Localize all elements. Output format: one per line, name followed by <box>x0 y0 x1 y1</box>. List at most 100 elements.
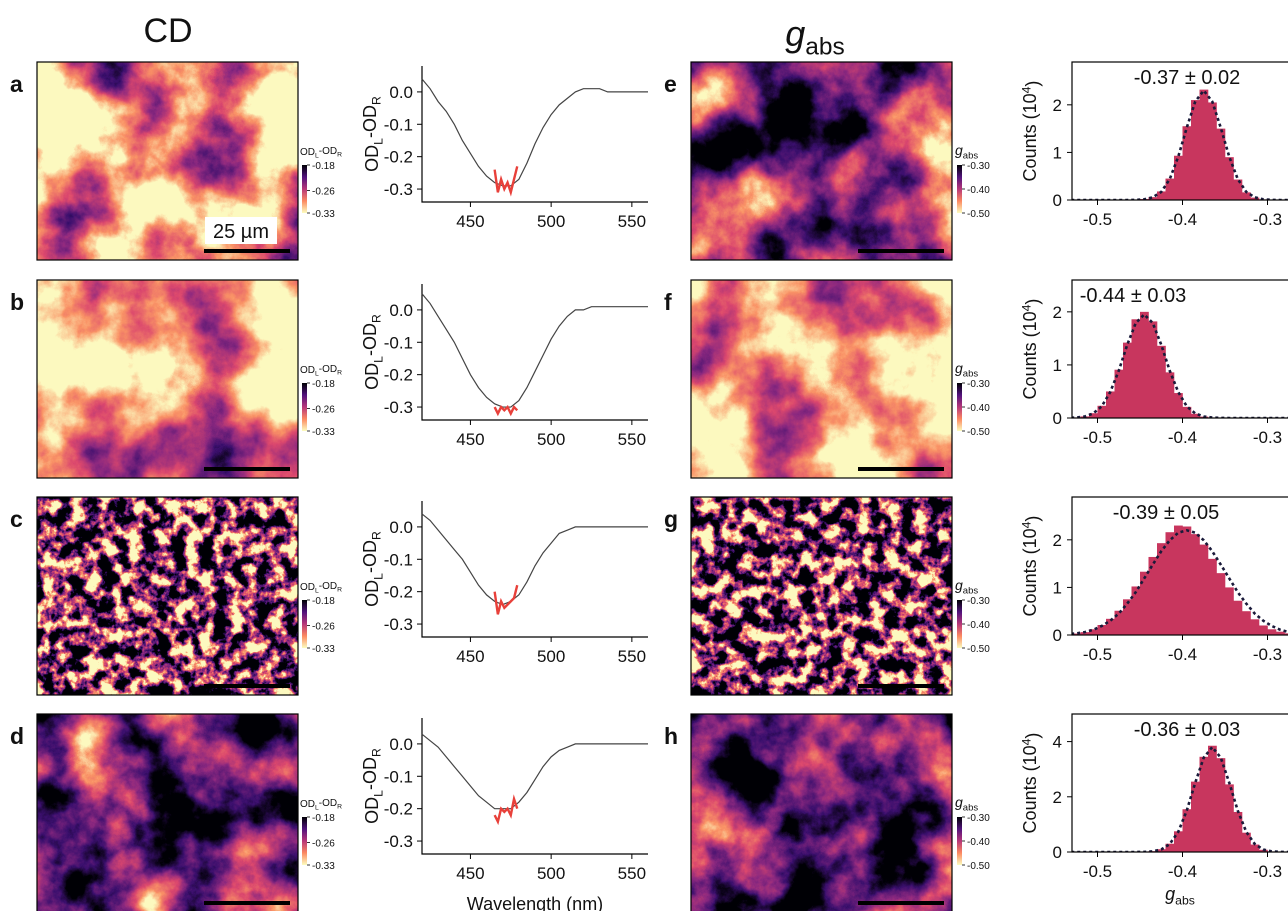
spectrum-line <box>493 166 519 197</box>
colorbar-tick-label: -0.40 <box>967 620 990 631</box>
colorbar <box>957 165 962 213</box>
label-part: abs <box>963 368 979 379</box>
colorbar-tick-label: -0.30 <box>967 813 990 824</box>
x-tick-label: -0.3 <box>1253 428 1282 447</box>
x-tick-label: 450 <box>456 212 484 231</box>
label-part: -OD <box>360 757 380 790</box>
image-frame <box>36 713 299 911</box>
y-tick-label: -0.3 <box>384 615 413 634</box>
histogram-bar <box>1157 543 1166 635</box>
x-tick-label: -0.4 <box>1168 645 1197 664</box>
label-part: -OD <box>319 146 337 157</box>
image-frame <box>690 279 953 479</box>
annotation: -0.36 ± 0.03 <box>1134 719 1241 741</box>
y-tick-label: -0.2 <box>384 366 413 385</box>
y-axis-label: ODL-ODR <box>360 748 385 824</box>
colorbar-label: ODL-ODR <box>300 581 342 595</box>
plot-area <box>1072 88 1288 200</box>
x-axis-label: gabs <box>1165 884 1195 907</box>
histogram-bar <box>1208 745 1217 852</box>
label-part: abs <box>963 150 979 161</box>
label-part: -OD <box>360 105 380 138</box>
label-part: abs <box>963 802 979 813</box>
histogram-bar <box>1191 534 1200 635</box>
histogram-bar <box>1242 192 1251 200</box>
label-part: R <box>369 748 383 757</box>
spectrum-line <box>493 794 519 826</box>
x-tick-label: -0.4 <box>1168 210 1197 229</box>
histogram-bar <box>1259 625 1268 635</box>
colorbar-label: ODL-ODR <box>300 798 342 812</box>
y-tick-label: -0.2 <box>384 148 413 167</box>
histogram-bar <box>1114 610 1124 635</box>
histogram-bar <box>1284 633 1288 635</box>
histogram-bar <box>1080 632 1090 635</box>
label-part: ) <box>1023 299 1043 305</box>
label-part: abs <box>805 34 844 61</box>
axis <box>421 718 648 855</box>
colorbar-tick-label: -0.30 <box>967 161 990 172</box>
image-frame <box>36 279 299 479</box>
colorbar-tick-label: -0.26 <box>312 187 335 198</box>
histogram-bar <box>1174 525 1183 635</box>
histogram-bar <box>1148 556 1158 635</box>
x-tick-label: 500 <box>537 212 565 231</box>
colorbar-tick-label: -0.30 <box>967 596 990 607</box>
colorbar-label: ODL-ODR <box>300 364 342 378</box>
colorbar <box>302 165 307 213</box>
spectrum-line <box>493 405 519 417</box>
spectrum-line <box>421 513 648 606</box>
colorbar <box>957 600 962 648</box>
colorbar <box>302 600 307 648</box>
panel-label: a <box>10 71 23 97</box>
colorbar-tick-label: -0.40 <box>967 837 990 848</box>
histogram-bar <box>1233 179 1243 200</box>
y-tick-label: -0.1 <box>384 333 413 352</box>
y-tick-label: -0.2 <box>384 800 413 819</box>
label-part: g <box>1165 884 1175 904</box>
histogram-bar <box>1182 406 1192 418</box>
image <box>37 497 298 695</box>
colorbar-label: gabs <box>955 142 978 161</box>
y-tick-label: 4 <box>1053 733 1062 752</box>
label-part: OD <box>300 365 315 376</box>
y-axis-label: Counts (104) <box>1019 299 1042 400</box>
colorbar-tick-label: -0.33 <box>312 427 335 438</box>
colorbar-tick-label: -0.18 <box>312 596 335 607</box>
label-part: L <box>371 356 385 363</box>
label-part: ) <box>1023 516 1043 522</box>
x-tick-label: -0.4 <box>1168 428 1197 447</box>
label-part: -OD <box>319 798 337 809</box>
label-part: L <box>315 152 319 159</box>
y-tick-label: 0.0 <box>389 301 413 320</box>
y-tick-label: 0.0 <box>389 518 413 537</box>
y-tick-label: 0.0 <box>389 735 413 754</box>
histogram-bar <box>1165 843 1175 852</box>
column-title: gabs <box>785 13 844 61</box>
y-axis-label: ODL-ODR <box>360 314 385 390</box>
y-tick-label: 2 <box>1053 531 1062 550</box>
x-tick-label: 550 <box>618 647 646 666</box>
label-part: 4 <box>1019 521 1033 528</box>
label-part: L <box>315 370 319 377</box>
panel-label: e <box>664 71 677 97</box>
label-part: R <box>369 96 383 105</box>
image-frame <box>36 61 299 261</box>
histogram-bar <box>1148 321 1158 418</box>
label-part: Counts (10 <box>1020 311 1040 399</box>
histogram-bar <box>1165 178 1175 200</box>
label-part: OD <box>300 147 315 158</box>
label-part: OD <box>362 580 382 607</box>
scale-bar-label: 25 µm <box>213 221 269 243</box>
colorbar-tick-label: -0.33 <box>312 209 335 220</box>
label-part: 4 <box>1019 738 1033 745</box>
y-tick-label: -0.3 <box>384 398 413 417</box>
label-part: abs <box>963 585 979 596</box>
x-tick-label: -0.5 <box>1083 645 1112 664</box>
histogram-bar <box>1225 587 1234 635</box>
label-part: g <box>955 142 963 158</box>
spectrum-line <box>421 733 648 810</box>
label-part: L <box>315 804 319 811</box>
x-tick-label: 550 <box>618 864 646 883</box>
label-part: ) <box>1023 733 1043 739</box>
